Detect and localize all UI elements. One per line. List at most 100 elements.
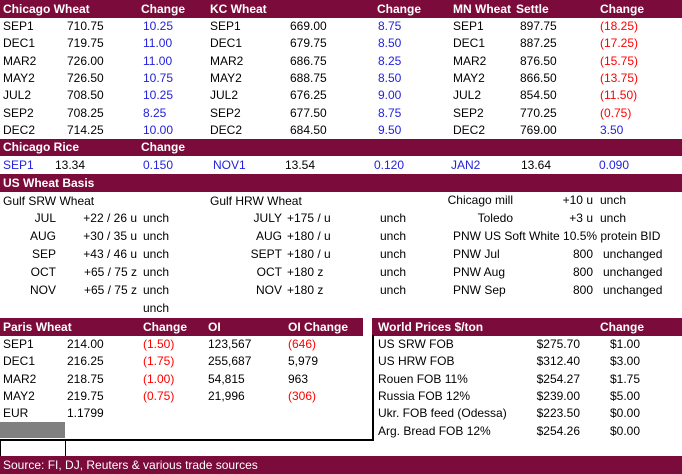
basis-status-cell: unch (380, 283, 407, 297)
futures-month-cell: SEP2 (210, 105, 241, 120)
paris-oi-change-header: OI Change (288, 320, 349, 334)
basis-location-cell: Toledo (477, 211, 513, 225)
basis-bid-cell: +65 / 75 z (83, 265, 137, 279)
rice-change-cell: 0.150 (143, 157, 174, 172)
futures-change-cell: 8.25 (143, 105, 167, 120)
futures-change-cell: (17.25) (600, 36, 639, 51)
paris-change-cell: (1.00) (143, 371, 175, 386)
basis-month-cell: AUG (255, 229, 282, 243)
mn-change-header: Change (600, 2, 645, 16)
futures-settle-cell: 708.25 (67, 105, 104, 120)
basis-status-cell: unch (143, 283, 170, 297)
basis-bid-cell: +180 z (287, 283, 324, 297)
futures-change-cell: (11.50) (600, 88, 638, 103)
futures-month-cell: SEP1 (453, 19, 484, 33)
futures-settle-cell: 876.50 (520, 53, 557, 68)
paris-change-cell: (0.75) (143, 388, 175, 403)
paris-table-bottom-border (0, 439, 374, 441)
rice-month-cell: NOV1 (213, 157, 246, 172)
paris-title: Paris Wheat (3, 320, 72, 334)
futures-month-cell: JUL2 (210, 88, 239, 103)
futures-change-cell: 10.25 (143, 19, 174, 33)
paris-change-cell: (1.50) (143, 337, 175, 351)
basis-status-cell: unch (380, 247, 407, 261)
futures-settle-cell: 684.50 (290, 122, 327, 137)
basis-status-cell: unchanged (603, 265, 663, 279)
world-label-cell: Russia FOB 12% (378, 388, 471, 403)
paris-oi-cell: 21,996 (208, 388, 245, 403)
futures-change-cell: (13.75) (600, 70, 639, 85)
futures-month-cell: DEC2 (210, 122, 243, 137)
basis-month-cell: JUL (34, 211, 56, 225)
world-change-cell: $3.00 (609, 354, 640, 369)
futures-change-cell: (18.25) (600, 19, 639, 33)
basis-month-cell: AUG (29, 229, 56, 243)
futures-month-cell: MAY2 (210, 70, 242, 85)
rice-price-cell: 13.64 (521, 157, 552, 172)
futures-change-cell: 10.25 (143, 88, 174, 103)
world-prices-header-bar: World Prices $/ton Change (372, 318, 682, 336)
futures-settle-cell: 887.25 (520, 36, 557, 51)
futures-settle-cell: 719.75 (67, 36, 104, 51)
futures-settle-cell: 770.25 (520, 105, 557, 120)
basis-month-cell: OCT (256, 265, 282, 279)
paris-oi-cell: 54,815 (208, 371, 245, 386)
paris-oi-change-cell: (306) (288, 388, 317, 403)
world-label-cell: Rouen FOB 11% (378, 371, 468, 386)
basis-status-cell: unch (143, 247, 170, 261)
paris-settle-cell: 1.1799 (67, 406, 104, 421)
world-label-cell: US SRW FOB (378, 337, 454, 351)
world-label-cell: Ukr. FOB feed (Odessa) (378, 406, 507, 421)
paris-change-cell: (1.75) (143, 354, 175, 369)
basis-bid-cell: +43 / 46 u (83, 247, 137, 261)
paris-oi-cell: 123,567 (208, 337, 252, 351)
basis-value-cell: 800 (572, 283, 593, 297)
rice-change-cell: 0.090 (599, 157, 630, 172)
selected-cell-highlight (0, 422, 65, 438)
paris-settle-cell: 218.75 (67, 371, 104, 386)
chicago-change-header: Change (141, 2, 186, 16)
paris-oi-change-cell: 963 (288, 371, 309, 386)
futures-settle-cell: 677.50 (290, 105, 327, 120)
basis-bid-cell: +180 z (287, 265, 324, 279)
futures-change-cell: 11.00 (143, 36, 173, 51)
basis-bid-cell: +30 / 35 u (83, 229, 137, 243)
futures-settle-cell: 726.00 (67, 53, 104, 68)
paris-settle-cell: 214.00 (67, 337, 104, 351)
futures-change-cell: 3.50 (600, 122, 624, 137)
mn-settle-header: Settle (516, 2, 549, 16)
paris-change-header: Change (143, 320, 188, 334)
basis-location-cell: PNW Jul (453, 247, 500, 261)
futures-month-cell: MAR2 (3, 53, 37, 68)
futures-settle-cell: 669.00 (290, 19, 327, 33)
futures-settle-cell: 897.75 (520, 19, 557, 33)
world-prices-title: World Prices $/ton (378, 320, 484, 334)
futures-settle-cell: 679.75 (290, 36, 327, 51)
mn-wheat-title: MN Wheat (453, 2, 511, 16)
paris-month-cell: EUR (3, 406, 29, 421)
futures-settle-cell: 854.50 (520, 88, 557, 103)
paris-oi-cell: 255,687 (208, 354, 252, 369)
basis-month-cell: SEP (31, 247, 56, 261)
basis-value-cell: 800 (572, 247, 593, 261)
futures-month-cell: MAR2 (210, 53, 244, 68)
futures-month-cell: DEC1 (3, 36, 36, 51)
futures-month-cell: JUL2 (3, 88, 32, 103)
futures-month-cell: DEC1 (210, 36, 243, 51)
basis-month-cell: JULY (253, 211, 282, 225)
futures-change-cell: 11.00 (143, 53, 173, 68)
basis-value-cell: +10 u (562, 193, 593, 207)
futures-settle-cell: 726.50 (67, 70, 104, 85)
paris-oi-change-cell: 5,979 (288, 354, 319, 369)
futures-change-cell: 8.75 (378, 105, 402, 120)
futures-settle-cell: 688.75 (290, 70, 327, 85)
rice-header-bar: Chicago Rice Change (0, 139, 682, 156)
basis-bid-cell: +175 / u (287, 211, 331, 225)
basis-status-cell: unch (380, 211, 407, 225)
rice-price-cell: 13.54 (285, 157, 316, 172)
futures-settle-cell: 686.75 (290, 53, 327, 68)
paris-settle-cell: 219.75 (67, 388, 104, 403)
rice-change-cell: 0.120 (374, 157, 405, 172)
